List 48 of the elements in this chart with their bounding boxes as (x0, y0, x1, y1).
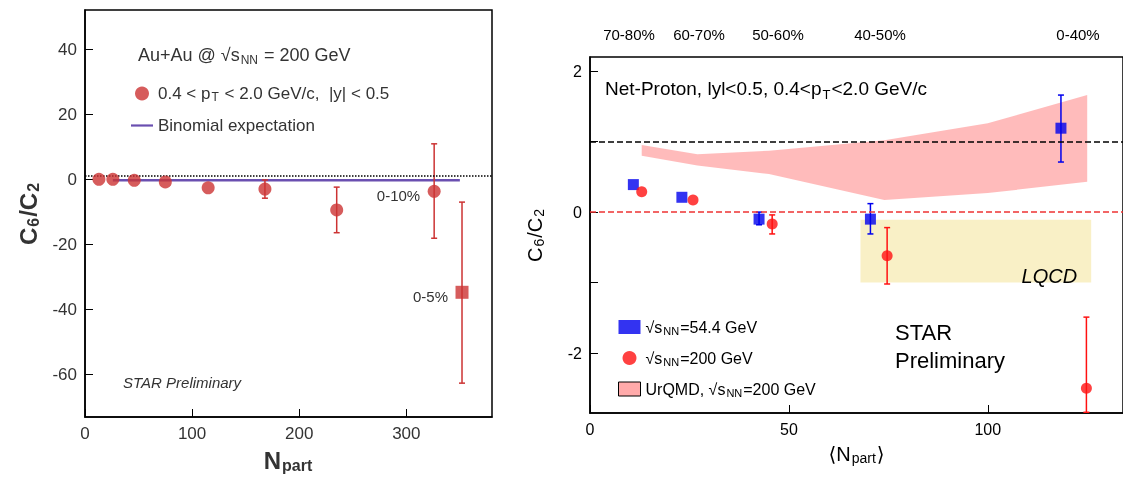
annotation: LQCD (1021, 265, 1078, 288)
point (687, 194, 699, 206)
y-tick-label: -20 (52, 234, 77, 254)
text: 0-40% (1056, 26, 1100, 44)
annotation: STAR Preliminary (123, 374, 243, 392)
point (258, 182, 272, 196)
y-tick-label: -40 (52, 300, 77, 320)
point (766, 218, 778, 230)
point (1055, 122, 1067, 134)
x-tick-label: 50 (779, 420, 798, 438)
y-axis-title: C6/C2 (524, 208, 547, 263)
legend-label: Binomial expectation (158, 116, 315, 135)
x-tick-label: 0 (80, 424, 90, 443)
point (201, 181, 215, 195)
y-tick-label: -60 (52, 365, 77, 385)
annotation: 0-10% (376, 186, 421, 204)
point (455, 285, 469, 299)
point (636, 186, 648, 198)
y-tick-label: 0 (67, 169, 77, 189)
x-axis-title: Npart (263, 446, 313, 474)
y-tick-label: 0 (573, 203, 583, 221)
point (158, 175, 172, 189)
point (92, 172, 106, 186)
annotation: 0-5% (412, 287, 449, 305)
y-tick-label: 20 (58, 104, 77, 124)
point (676, 191, 688, 203)
point (106, 172, 120, 186)
text: 60-70% (673, 26, 725, 44)
annotation: STAR Preliminary (895, 319, 1006, 374)
point (881, 250, 893, 262)
y-tick-label: 2 (573, 62, 583, 80)
x-tick-label: 300 (392, 424, 421, 443)
x-tick-label: 200 (285, 424, 314, 443)
text: 70-80% (603, 26, 655, 44)
point (427, 184, 441, 198)
x-tick-label: 100 (177, 424, 207, 443)
point (627, 179, 639, 191)
y-axis-title: C6/C2 (14, 182, 42, 246)
x-tick-label: 0 (585, 420, 595, 438)
point (127, 173, 141, 187)
point (864, 213, 876, 225)
text: 50-60% (752, 26, 804, 44)
x-tick-label: 100 (974, 420, 1002, 438)
text: 40-50% (854, 26, 906, 44)
point (1080, 382, 1092, 394)
y-tick-label: -2 (567, 344, 583, 362)
y-tick-label: 40 (58, 39, 77, 59)
point (330, 203, 344, 217)
